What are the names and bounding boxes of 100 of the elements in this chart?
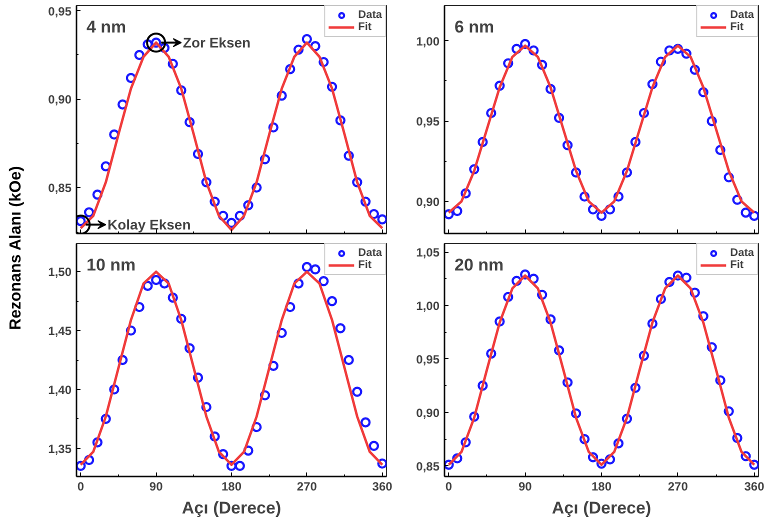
point (252, 422, 262, 432)
point (201, 177, 212, 188)
legend-label: Data (730, 247, 754, 259)
point (664, 276, 674, 288)
point (268, 122, 278, 133)
y-axis-title: Rezonans Alanı (kOe) (8, 166, 25, 330)
y-tick-label: 1,05 (416, 246, 440, 260)
point (260, 390, 270, 400)
point (690, 288, 700, 298)
point (150, 274, 162, 286)
point (512, 276, 522, 286)
x-axis-title: Açı (Derece) (182, 498, 282, 518)
point (570, 167, 582, 178)
point (226, 460, 237, 471)
point (218, 210, 228, 221)
point (732, 194, 742, 205)
point (740, 451, 751, 462)
annotation: Kolay Eksen (108, 216, 191, 233)
point (724, 406, 734, 416)
y-tick-label: 0,95 (48, 4, 72, 18)
point (276, 90, 287, 101)
point (460, 188, 471, 198)
point (536, 60, 548, 70)
point (326, 296, 338, 306)
x-tick-label: 0 (77, 480, 84, 494)
x-tick-label: 360 (372, 480, 393, 494)
x-tick-label: 180 (221, 480, 242, 494)
point (706, 342, 717, 352)
point (302, 262, 312, 272)
point (234, 210, 245, 221)
point (486, 348, 496, 359)
point (545, 84, 556, 94)
point (335, 115, 346, 126)
point (84, 207, 94, 218)
point (126, 325, 136, 336)
point (656, 294, 666, 304)
legend-label: Data (730, 9, 754, 21)
point (681, 272, 692, 283)
point (210, 196, 220, 207)
point (562, 377, 573, 388)
point (528, 274, 539, 284)
point (478, 380, 488, 391)
point (335, 323, 346, 334)
legend-label: Data (358, 247, 382, 259)
point (579, 434, 590, 444)
point (545, 314, 556, 324)
point (326, 82, 338, 92)
y-tick-label: 1,40 (48, 382, 72, 397)
point (360, 417, 371, 428)
point (368, 440, 380, 451)
point (494, 316, 505, 327)
point (512, 44, 522, 54)
line-series (79, 270, 384, 466)
point (520, 269, 530, 280)
point (469, 412, 480, 422)
point (142, 39, 153, 50)
point (243, 200, 254, 210)
point (706, 116, 717, 126)
point (630, 136, 641, 148)
point (588, 452, 598, 462)
point (109, 129, 120, 140)
point (749, 210, 758, 221)
point (554, 345, 564, 356)
y-tick-label: 1,35 (48, 442, 72, 456)
point (368, 208, 380, 220)
point (664, 45, 674, 56)
point (749, 460, 758, 470)
text: 20 nm (454, 256, 504, 274)
y-tick-label: 0,90 (416, 194, 440, 209)
point (159, 278, 170, 289)
point (596, 210, 607, 221)
legend-label: Fit (730, 259, 745, 271)
point (226, 218, 237, 228)
x-tick-label: 90 (149, 480, 164, 494)
point (622, 167, 632, 178)
point (715, 144, 726, 156)
legend-label: Data (358, 9, 382, 21)
point (344, 354, 354, 366)
point (100, 414, 111, 424)
point (84, 454, 94, 466)
point (520, 38, 530, 50)
point (293, 278, 304, 289)
point (672, 270, 683, 281)
point (681, 48, 692, 59)
point (536, 290, 548, 300)
point (92, 190, 103, 200)
x-axis-title: Açı (Derece) (552, 498, 652, 518)
y-tick-label: 0,85 (416, 459, 440, 474)
point (184, 343, 195, 354)
y-tick-label: 1,00 (416, 298, 440, 313)
point (503, 58, 514, 68)
point (285, 64, 296, 74)
point (740, 208, 751, 218)
x-tick-label: 0 (445, 480, 452, 494)
point (318, 56, 329, 68)
point (562, 140, 573, 150)
point (444, 460, 454, 470)
point (260, 154, 270, 164)
y-tick-label: 0,95 (416, 352, 440, 366)
point (268, 360, 278, 371)
